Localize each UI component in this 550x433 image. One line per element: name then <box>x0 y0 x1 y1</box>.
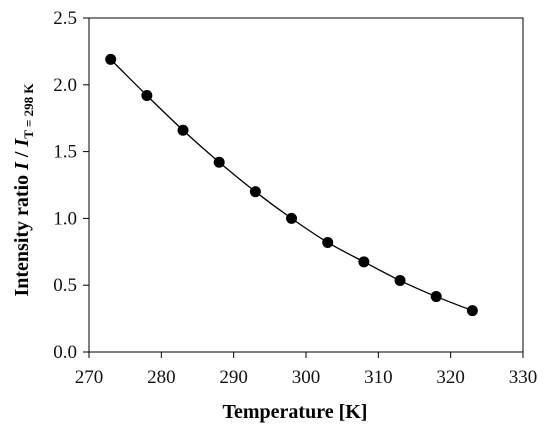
x-axis-title: Temperature [K] <box>223 401 368 423</box>
plot-border <box>88 17 524 353</box>
x-tick-label: 290 <box>219 367 248 388</box>
data-point <box>322 236 334 248</box>
data-point <box>286 212 298 224</box>
x-tick-label: 280 <box>147 367 176 388</box>
data-point <box>430 291 442 303</box>
y-axis-title: Intensity ratio I / IT = 298 K <box>11 83 36 297</box>
x-tick-label: 270 <box>75 367 104 388</box>
x-tick-label: 320 <box>436 367 465 388</box>
data-point <box>213 156 225 168</box>
y-tick-label: 0.5 <box>53 275 77 296</box>
y-tick-label: 1.5 <box>53 142 77 163</box>
x-tick-label: 300 <box>292 367 321 388</box>
data-point <box>177 124 189 136</box>
y-axis-title-i2: I <box>11 137 33 147</box>
x-axis: 270 280 290 300 310 320 330 <box>75 352 538 388</box>
data-points <box>105 53 478 317</box>
y-tick-label: 1.0 <box>53 208 77 229</box>
data-point <box>358 256 370 268</box>
y-tick-label: 2.5 <box>53 8 77 29</box>
data-point <box>466 305 478 317</box>
data-point <box>249 186 261 198</box>
x-tick-label: 330 <box>509 367 538 388</box>
y-axis-title-subscript: T = 298 K <box>21 83 36 139</box>
data-point <box>141 89 153 101</box>
y-axis-title-i1: I <box>11 161 33 171</box>
y-axis: 0.0 0.5 1.0 1.5 2.0 2.5 <box>53 8 89 363</box>
data-point <box>394 275 406 287</box>
y-tick-label: 2.0 <box>53 75 77 96</box>
plot-area <box>88 17 524 353</box>
y-tick-label: 0.0 <box>53 342 77 363</box>
y-axis-title-slash: / <box>11 146 33 162</box>
data-point <box>105 53 117 65</box>
trend-line <box>110 58 473 312</box>
x-tick-label: 310 <box>364 367 393 388</box>
y-axis-title-prefix: Intensity ratio <box>11 170 33 297</box>
